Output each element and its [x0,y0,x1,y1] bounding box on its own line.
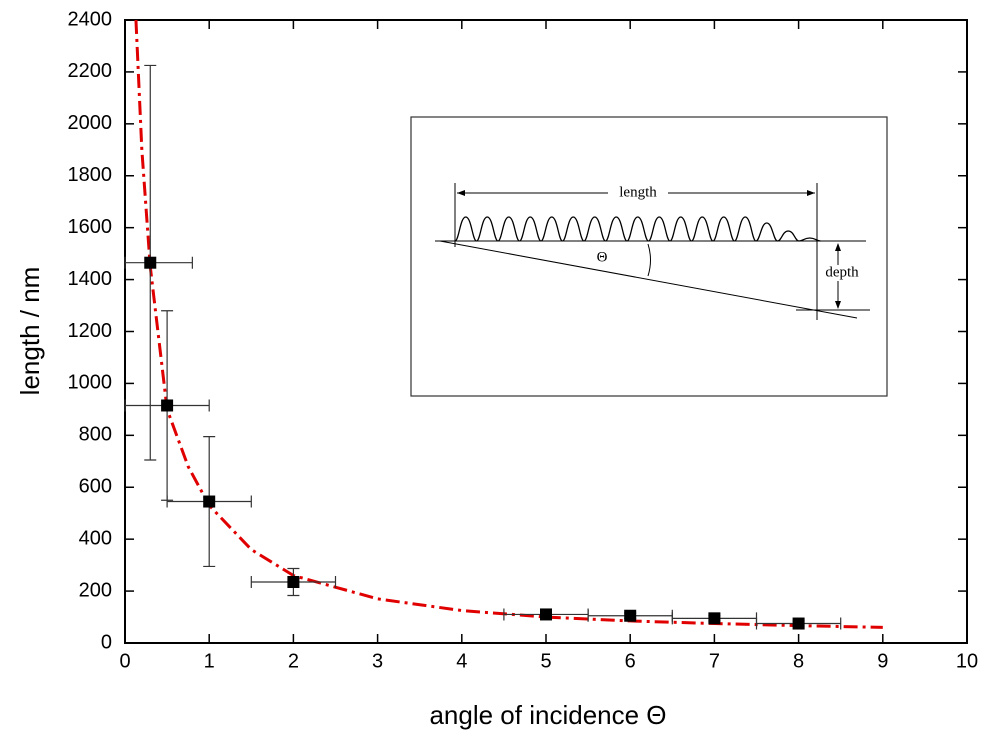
y-axis-label: length / nm [15,267,45,396]
data-point [792,617,805,630]
x-tick-label: 9 [877,650,888,672]
y-tick-label: 800 [79,424,112,446]
y-tick-label: 1400 [68,268,113,290]
depth-label: depth [825,264,859,280]
surface-profile [454,216,821,242]
y-tick-label: 2000 [68,112,113,134]
angle-arc [647,243,651,277]
y-tick-label: 600 [79,476,112,498]
x-tick-label: 1 [204,650,215,672]
length-label: length [619,184,657,200]
y-tick-label: 200 [79,579,112,601]
x-tick-label: 8 [793,650,804,672]
x-tick-label: 5 [540,650,551,672]
data-point [203,495,216,508]
data-point [624,609,637,622]
x-tick-label: 6 [625,650,636,672]
y-tick-label: 1200 [68,320,113,342]
y-tick-label: 2400 [68,8,113,30]
x-axis-label: angle of incidence Θ [429,700,666,730]
x-tick-label: 3 [372,650,383,672]
plot-area [124,19,883,630]
data-point [540,608,552,621]
data-point [708,612,721,625]
x-tick-label: 0 [119,650,130,672]
data-point [287,575,300,588]
x-tick-label: 10 [956,650,978,672]
inset-frame [410,116,888,397]
x-tick-label: 4 [456,650,467,672]
y-tick-label: 1600 [68,216,113,238]
slope-line [439,240,858,319]
y-tick-label: 1800 [68,164,113,186]
label-bg [608,185,668,201]
x-error-bar [124,256,193,269]
x-tick-label: 2 [288,650,299,672]
data-point [144,256,157,269]
inset-diagram: length Θ depth [410,116,888,397]
arrow-head [835,243,841,309]
y-tick-label: 0 [101,631,112,653]
angle-label: Θ [597,249,608,265]
x-tick-label: 7 [709,650,720,672]
data-point [161,399,174,412]
y-tick-label: 2200 [68,60,113,82]
y-tick-label: 1000 [68,372,113,394]
label-bg [820,265,864,281]
y-tick-label: 400 [79,527,112,549]
